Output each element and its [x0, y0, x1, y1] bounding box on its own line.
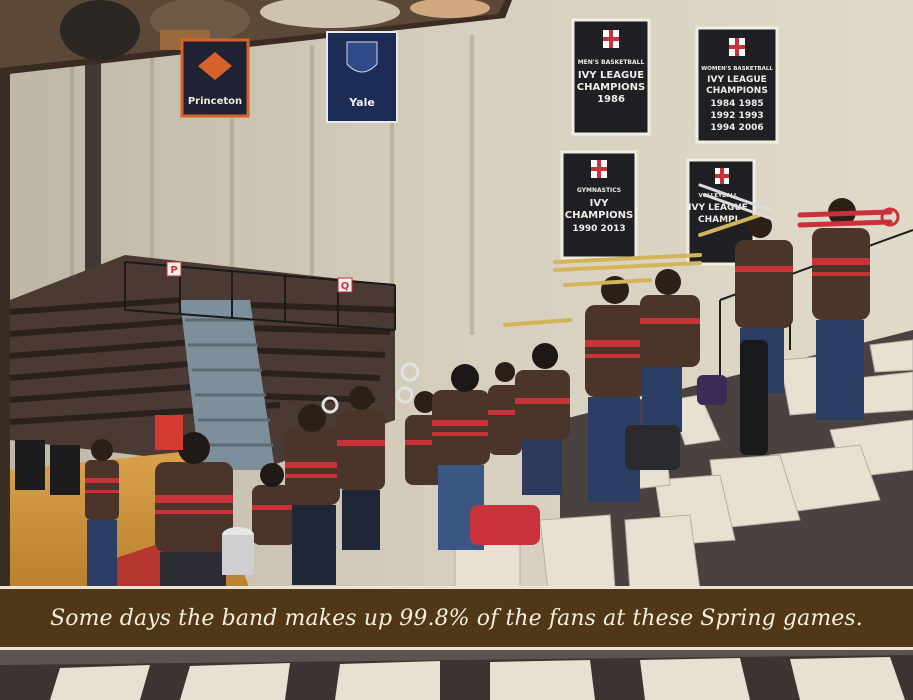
caption-bar: Some days the band makes up 99.8% of the…	[0, 586, 913, 650]
banner-text-line: 1994 2006	[710, 123, 763, 133]
band-member	[488, 362, 522, 455]
gear-bags	[155, 340, 768, 545]
band-member	[285, 404, 340, 585]
womens-basketball-banner: WOMEN'S BASKETBALL IVY LEAGUE CHAMPIONS …	[695, 26, 779, 144]
banner-text-line: VOLLEYBALL	[698, 193, 738, 199]
mens-basketball-banner: MEN'S BASKETBALL IVY LEAGUE CHAMPIONS 19…	[571, 18, 651, 136]
band-member	[155, 432, 233, 588]
band-member	[85, 439, 119, 588]
band-member	[812, 198, 870, 420]
gymnastics-banner: GYMNASTICS IVY CHAMPIONS 1990 2013	[560, 150, 638, 260]
banner-text-line: CHAMPIONS	[706, 86, 768, 96]
banner-text-line: GYMNASTICS	[577, 187, 621, 194]
band-member	[337, 386, 385, 550]
banner-text-line: IVY LEAGUE	[578, 70, 644, 81]
wall-panels	[70, 35, 474, 385]
section-sign-label: Q	[341, 281, 350, 292]
banner-text-line: 1990 2013	[572, 224, 625, 234]
banner-text-line: IVY LEAGUE	[688, 203, 748, 213]
band-members	[85, 198, 870, 588]
section-sign-p: P	[166, 261, 182, 277]
princeton-banner-label: Princeton	[188, 96, 242, 107]
yale-banner-label: Yale	[348, 96, 375, 109]
top-crowd-inset	[0, 0, 512, 75]
banner-text-line: CHAMPIONS	[565, 210, 634, 221]
princeton-banner: Princeton	[180, 38, 250, 118]
banner-text-line: 1992 1993	[710, 111, 763, 121]
banner-text-line: MEN'S BASKETBALL	[578, 59, 645, 66]
photo-caption: Some days the band makes up 99.8% of the…	[50, 605, 863, 631]
bottom-bleachers-strip	[0, 650, 913, 700]
banner-text-line: WOMEN'S BASKETBALL	[701, 66, 773, 72]
band-member	[222, 463, 296, 575]
banner-text-line: CHAMPIONS	[577, 82, 646, 93]
banner-text-line: 1984 1985	[710, 99, 763, 109]
section-sign-q: Q	[337, 277, 353, 293]
band-member	[515, 343, 570, 495]
banner-text-line: 1986	[597, 94, 625, 105]
instruments	[321, 183, 900, 414]
sideline-chairs	[15, 440, 80, 495]
yale-banner: Yale	[326, 31, 398, 123]
band-member	[640, 269, 700, 432]
section-sign-label: P	[170, 265, 177, 276]
banner-text-line: IVY LEAGUE	[707, 75, 767, 85]
banner-text-line: CHAMPI	[698, 215, 738, 225]
banner-text-line: IVY	[590, 198, 609, 209]
